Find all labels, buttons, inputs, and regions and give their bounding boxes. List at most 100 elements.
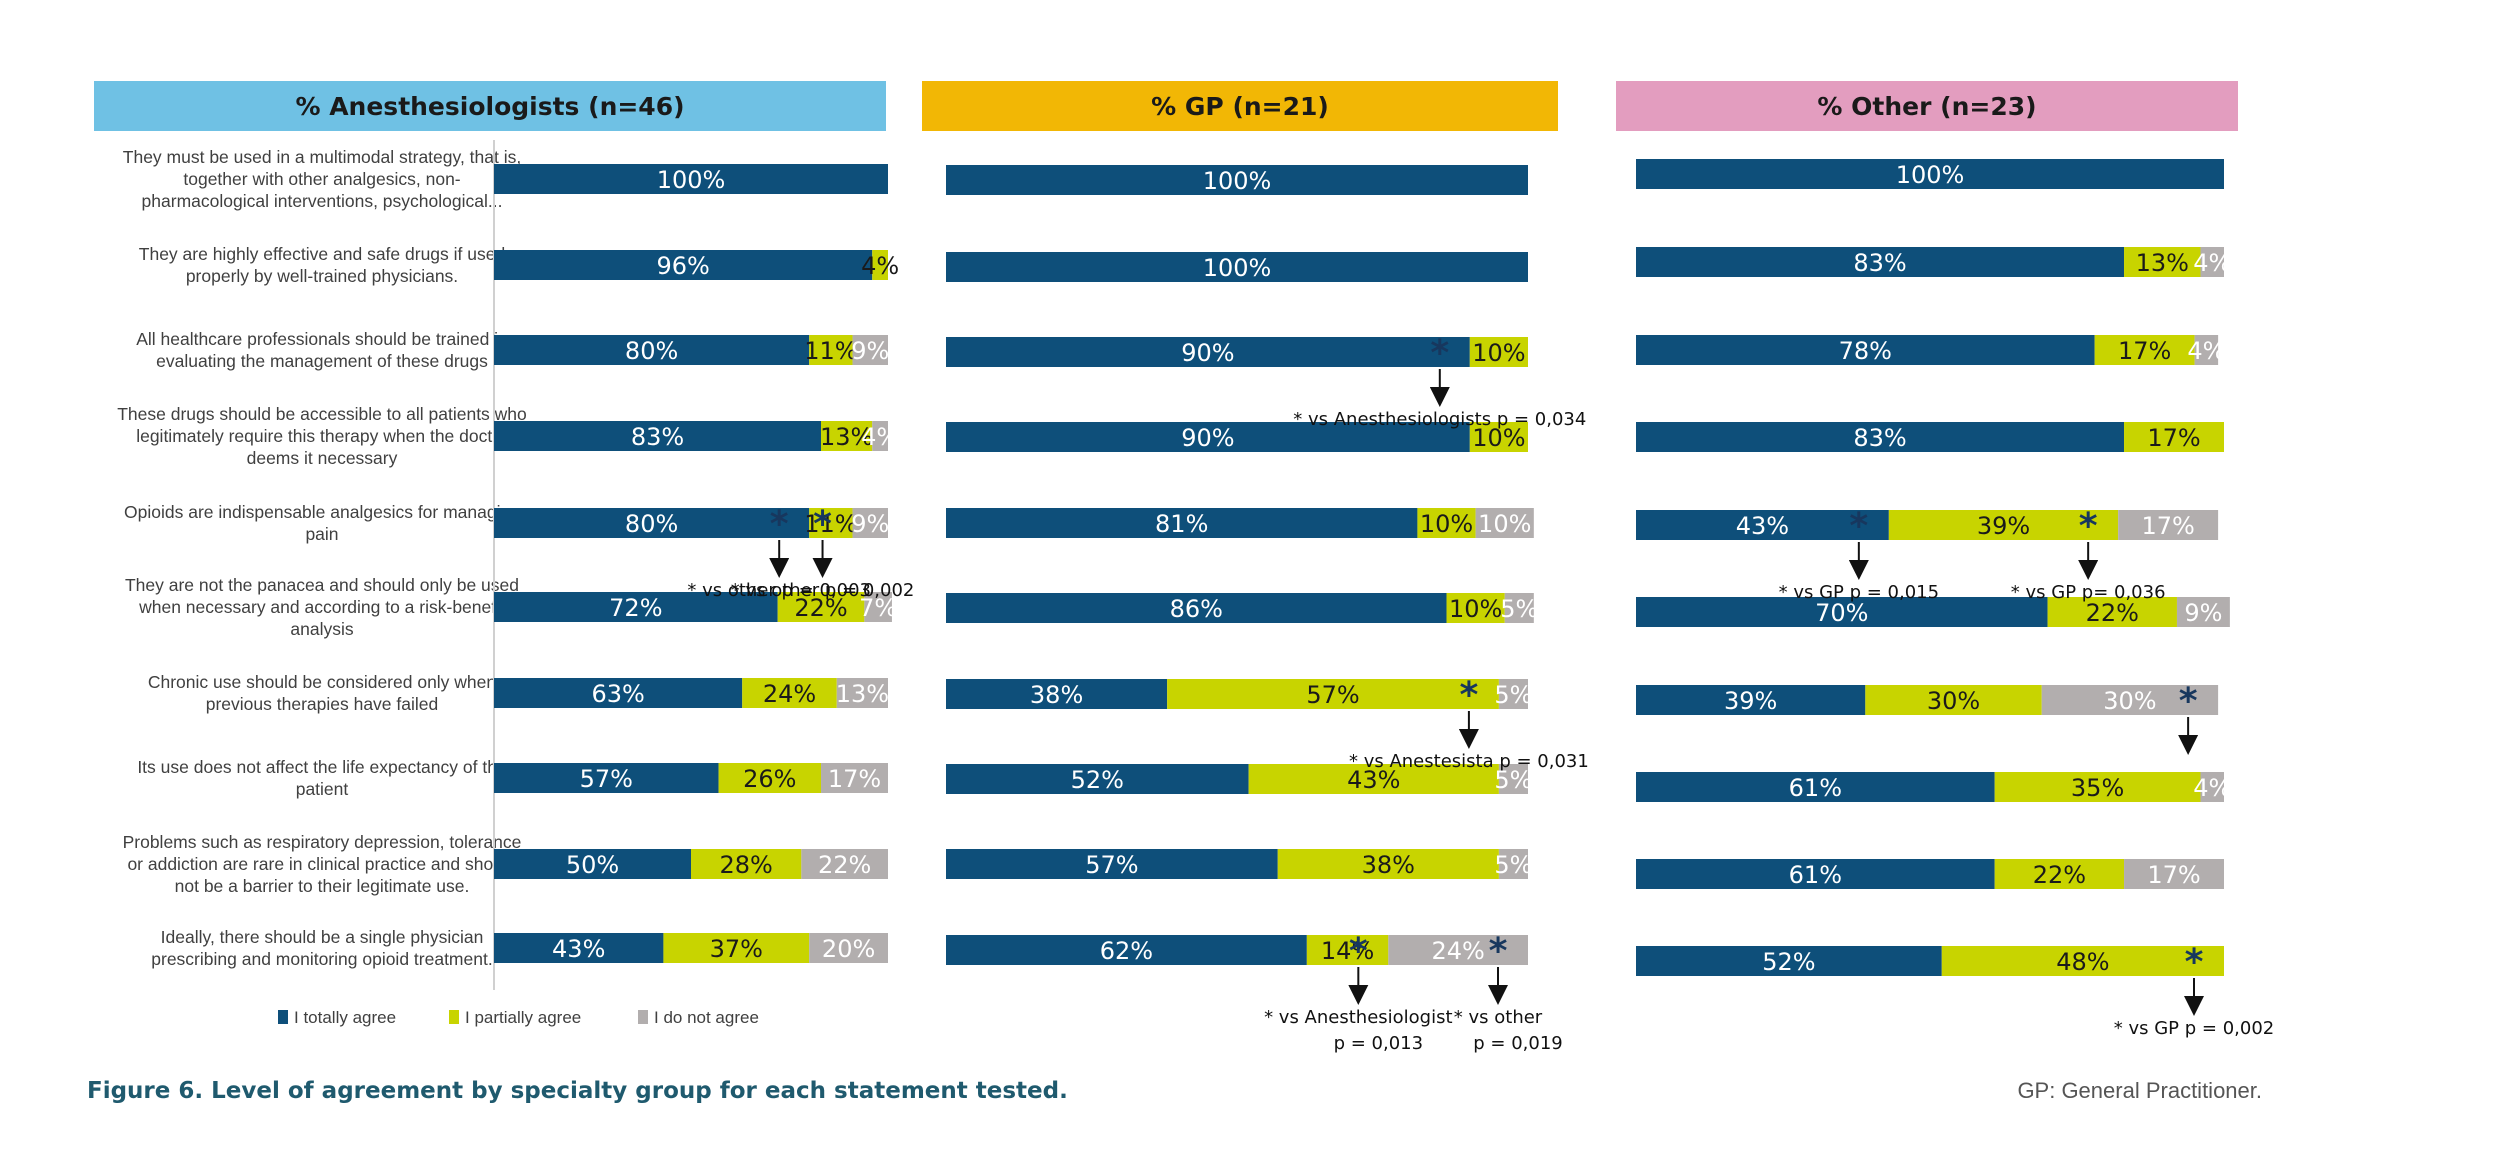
bar-segment [872, 421, 888, 451]
bar-segment [1498, 764, 1528, 794]
data-label: 57% [1306, 681, 1359, 709]
bar-segment [1941, 946, 2224, 976]
bar-segment [2047, 597, 2177, 627]
bar-segment [801, 849, 888, 879]
data-label: 48% [2056, 948, 2109, 976]
statement-text: properly by well-trained physicians. [186, 266, 458, 286]
statement-text: or addiction are rare in clinical practi… [127, 854, 516, 874]
bar-segment [2194, 335, 2219, 365]
bar-segment [946, 849, 1278, 879]
data-label: 63% [591, 680, 644, 708]
bar-segment [946, 593, 1447, 623]
bar-segment [1636, 510, 1889, 540]
significance-star: * [1489, 931, 1508, 972]
bar-segment [663, 933, 810, 963]
panel-title-other: % Other (n=23) [1817, 92, 2036, 121]
significance-star: * [1459, 675, 1478, 716]
bar-segment [2200, 772, 2224, 802]
bar-segment [821, 421, 873, 451]
annotation-text: p = 0,019 [1473, 1033, 1562, 1054]
data-label: 30% [1927, 687, 1980, 715]
data-label: 100% [657, 166, 726, 194]
bar-segment [1636, 159, 2224, 189]
bar-segment [1636, 422, 2125, 452]
bar-segment [1469, 422, 1528, 452]
bar-segment [1417, 508, 1476, 538]
data-label: 22% [2033, 861, 2086, 889]
data-label: 13% [2136, 249, 2189, 277]
annotation-text: * vs GP p= 0,036 [2011, 582, 2166, 603]
bar-segment [1475, 508, 1534, 538]
data-label: 9% [851, 510, 889, 538]
data-label: 90% [1181, 424, 1234, 452]
bar-segment [2176, 597, 2230, 627]
significance-star: * [1849, 506, 1868, 547]
data-label: 14% [1321, 937, 1374, 965]
bar-segment [2094, 335, 2195, 365]
statement-text: pain [305, 524, 338, 544]
bar-segment [1994, 859, 2125, 889]
bar-segment [1636, 685, 1866, 715]
data-label: 10% [1478, 510, 1531, 538]
bar-segment [1636, 597, 2048, 627]
data-label: 80% [625, 337, 678, 365]
bar-segment [872, 250, 888, 280]
bar-segment [809, 508, 853, 538]
data-label: 30% [2103, 687, 2156, 715]
data-label: 62% [1100, 937, 1153, 965]
significance-star: * [1430, 333, 1449, 374]
bar-segment [1469, 337, 1528, 367]
data-label: 20% [822, 935, 875, 963]
bar-segment [1888, 510, 2119, 540]
statement-text: analysis [290, 619, 353, 639]
data-label: 39% [1977, 512, 2030, 540]
statement-text: pharmacological interventions, psycholog… [142, 191, 503, 211]
data-label: 9% [851, 337, 889, 365]
significance-star: * [813, 504, 832, 545]
data-label: 61% [1789, 774, 1842, 802]
statement-text: These drugs should be accessible to all … [117, 404, 527, 424]
data-label: 52% [1071, 766, 1124, 794]
significance-star: * [770, 504, 789, 545]
significance-star: * [2185, 942, 2204, 983]
bar-segment [1636, 946, 1942, 976]
data-label: 61% [1789, 861, 1842, 889]
data-label: 10% [1449, 595, 1502, 623]
figure-caption: Figure 6. Level of agreement by specialt… [87, 1078, 1068, 1104]
statement-text: Opioids are indispensable analgesics for… [124, 502, 520, 522]
data-label: 35% [2071, 774, 2124, 802]
data-label: 24% [1431, 937, 1484, 965]
data-label: 10% [1472, 339, 1525, 367]
bar-segment [2124, 422, 2224, 452]
bar-segment [852, 508, 888, 538]
bar-segment [494, 164, 888, 194]
bar-segment [946, 508, 1418, 538]
bar-segment [494, 421, 822, 451]
bar-segment [1306, 935, 1389, 965]
data-label: 13% [836, 680, 889, 708]
data-label: 11% [804, 337, 857, 365]
bar-segment [494, 335, 810, 365]
legend-swatch [278, 1010, 288, 1024]
statement-text: deems it necessary [247, 448, 398, 468]
data-label: 81% [1155, 510, 1208, 538]
bar-segment [1446, 593, 1505, 623]
data-label: 83% [1853, 424, 1906, 452]
bar-segment [946, 337, 1470, 367]
bar-segment [1498, 679, 1528, 709]
bar-segment [1277, 849, 1499, 879]
statement-text: prescribing and monitoring opioid treatm… [151, 949, 492, 969]
data-label: 7% [859, 594, 897, 622]
bar-segment [494, 763, 719, 793]
bar-segment [1865, 685, 2042, 715]
data-label: 22% [2086, 599, 2139, 627]
data-label: 4% [2193, 249, 2231, 277]
annotation-text: * vs GP p = 0,002 [2114, 1018, 2274, 1039]
data-label: 10% [1420, 510, 1473, 538]
data-label: 11% [804, 510, 857, 538]
bar-segment [777, 592, 865, 622]
panel-header-gp [922, 81, 1558, 131]
data-label: 90% [1181, 339, 1234, 367]
bar-segment [809, 933, 888, 963]
